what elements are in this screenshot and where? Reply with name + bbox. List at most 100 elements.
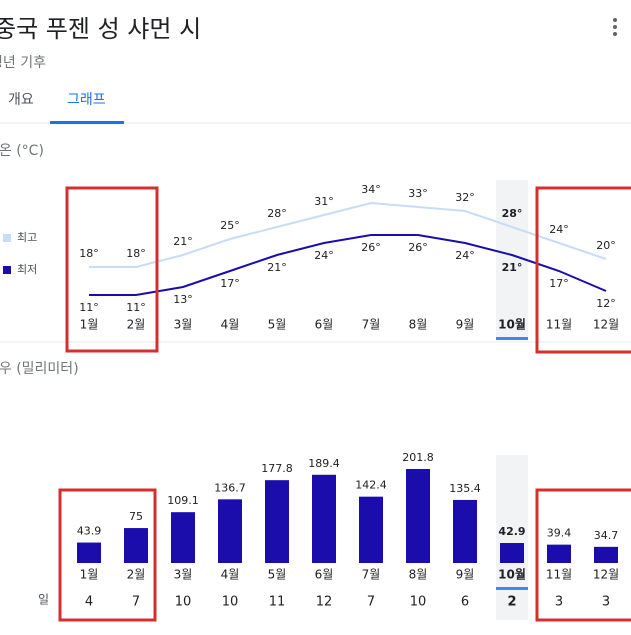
highlight-underline (496, 587, 528, 590)
value-label: 43.9 (77, 525, 102, 538)
value-label: 17° (549, 277, 569, 290)
value-label: 189.4 (308, 457, 340, 470)
legend-label: 최저 (17, 263, 37, 276)
tab[interactable]: 개요 (8, 92, 34, 108)
bar (124, 528, 148, 563)
value-label: 21° (267, 261, 287, 274)
value-label: 26° (361, 241, 381, 254)
x-tick-label: 12월 (593, 568, 619, 582)
value-label: 39.4 (547, 527, 572, 540)
value-label: 31° (314, 195, 334, 208)
value-label: 142.4 (355, 479, 387, 492)
x-tick-label: 4월 (221, 318, 240, 332)
x-tick-label: 1월 (80, 568, 99, 582)
day-count: 3 (602, 595, 610, 610)
x-tick-label: 8월 (409, 568, 428, 582)
x-tick-label: 9월 (456, 568, 475, 582)
x-tick-label: 5월 (268, 318, 287, 332)
value-label: 34.7 (594, 529, 619, 542)
x-tick-label: 11월 (546, 568, 572, 582)
value-label: 20° (596, 239, 616, 252)
day-count: 7 (132, 595, 140, 610)
value-label: 28° (502, 207, 523, 220)
x-tick-label: 12월 (593, 318, 619, 332)
more-menu[interactable] (613, 18, 617, 36)
x-tick-label: 9월 (456, 318, 475, 332)
value-label: 24° (549, 223, 569, 236)
value-label: 136.7 (214, 481, 246, 494)
bar (359, 496, 383, 563)
value-label: 33° (408, 187, 428, 200)
day-label: 일 (38, 593, 49, 607)
line (89, 234, 607, 296)
section-title: 강우 (밀리미터) (0, 361, 79, 377)
x-tick-label: 7월 (362, 568, 381, 582)
value-label: 13° (173, 293, 193, 306)
bar (218, 499, 242, 563)
value-label: 18° (79, 247, 99, 260)
day-count: 12 (316, 595, 333, 610)
x-tick-label: 3월 (174, 318, 193, 332)
section-title: 기온 (°C) (0, 143, 44, 159)
value-label: 135.4 (449, 482, 481, 495)
day-count: 6 (461, 595, 469, 610)
x-tick-label: 5월 (268, 568, 287, 582)
x-tick-label: 11월 (546, 318, 572, 332)
highlight-band (496, 180, 528, 340)
value-label: 18° (126, 247, 146, 260)
x-tick-label: 1월 (80, 318, 99, 332)
bar (406, 469, 430, 563)
value-label: 109.1 (167, 494, 199, 507)
value-label: 24° (455, 249, 475, 262)
value-label: 17° (220, 277, 240, 290)
value-label: 34° (361, 183, 381, 196)
bar (77, 542, 101, 563)
x-tick-label: 8월 (409, 318, 428, 332)
x-tick-label: 7월 (362, 318, 381, 332)
value-label: 28° (267, 207, 287, 220)
x-tick-label: 3월 (174, 568, 193, 582)
bar (500, 543, 524, 563)
value-label: 12° (596, 297, 616, 310)
value-label: 42.9 (498, 525, 525, 538)
value-label: 21° (173, 235, 193, 248)
value-label: 75 (129, 510, 143, 523)
legend-label: 최고 (17, 231, 37, 244)
value-label: 32° (455, 191, 475, 204)
day-count: 10 (175, 595, 192, 610)
x-tick-label: 6월 (315, 568, 334, 582)
day-count: 11 (269, 595, 286, 610)
day-count: 10 (410, 595, 427, 610)
value-label: 11° (79, 301, 99, 314)
x-tick-label: 10월 (498, 567, 526, 582)
highlight-underline (496, 337, 528, 340)
value-label: 177.8 (261, 462, 293, 475)
title: 중국 푸젠 성 샤먼 시 (0, 15, 201, 43)
day-count: 4 (85, 595, 93, 610)
value-label: 21° (502, 261, 523, 274)
day-count: 10 (222, 595, 239, 610)
bar (594, 546, 618, 563)
value-label: 201.8 (402, 451, 434, 464)
value-label: 11° (126, 301, 146, 314)
legend-swatch (3, 234, 11, 242)
legend-swatch (3, 266, 11, 274)
day-count: 3 (555, 595, 563, 610)
highlight-band (496, 455, 528, 620)
tab-active[interactable]: 그래프 (67, 92, 106, 108)
bar (265, 480, 289, 563)
bar (312, 474, 336, 563)
value-label: 26° (408, 241, 428, 254)
subtitle: 평년 기후 (0, 55, 46, 71)
bar (171, 512, 195, 563)
bar (547, 544, 571, 563)
day-count: 2 (507, 595, 516, 610)
bar (453, 499, 477, 563)
annotation-boxes (58, 186, 631, 622)
value-label: 25° (220, 219, 240, 232)
tab-underline (50, 121, 124, 124)
line (89, 201, 607, 268)
charts: 최고 18° 18° 21° 25° 28° 31° 34° 33° 32° 28° 24° 20° 최저… (3, 180, 619, 620)
